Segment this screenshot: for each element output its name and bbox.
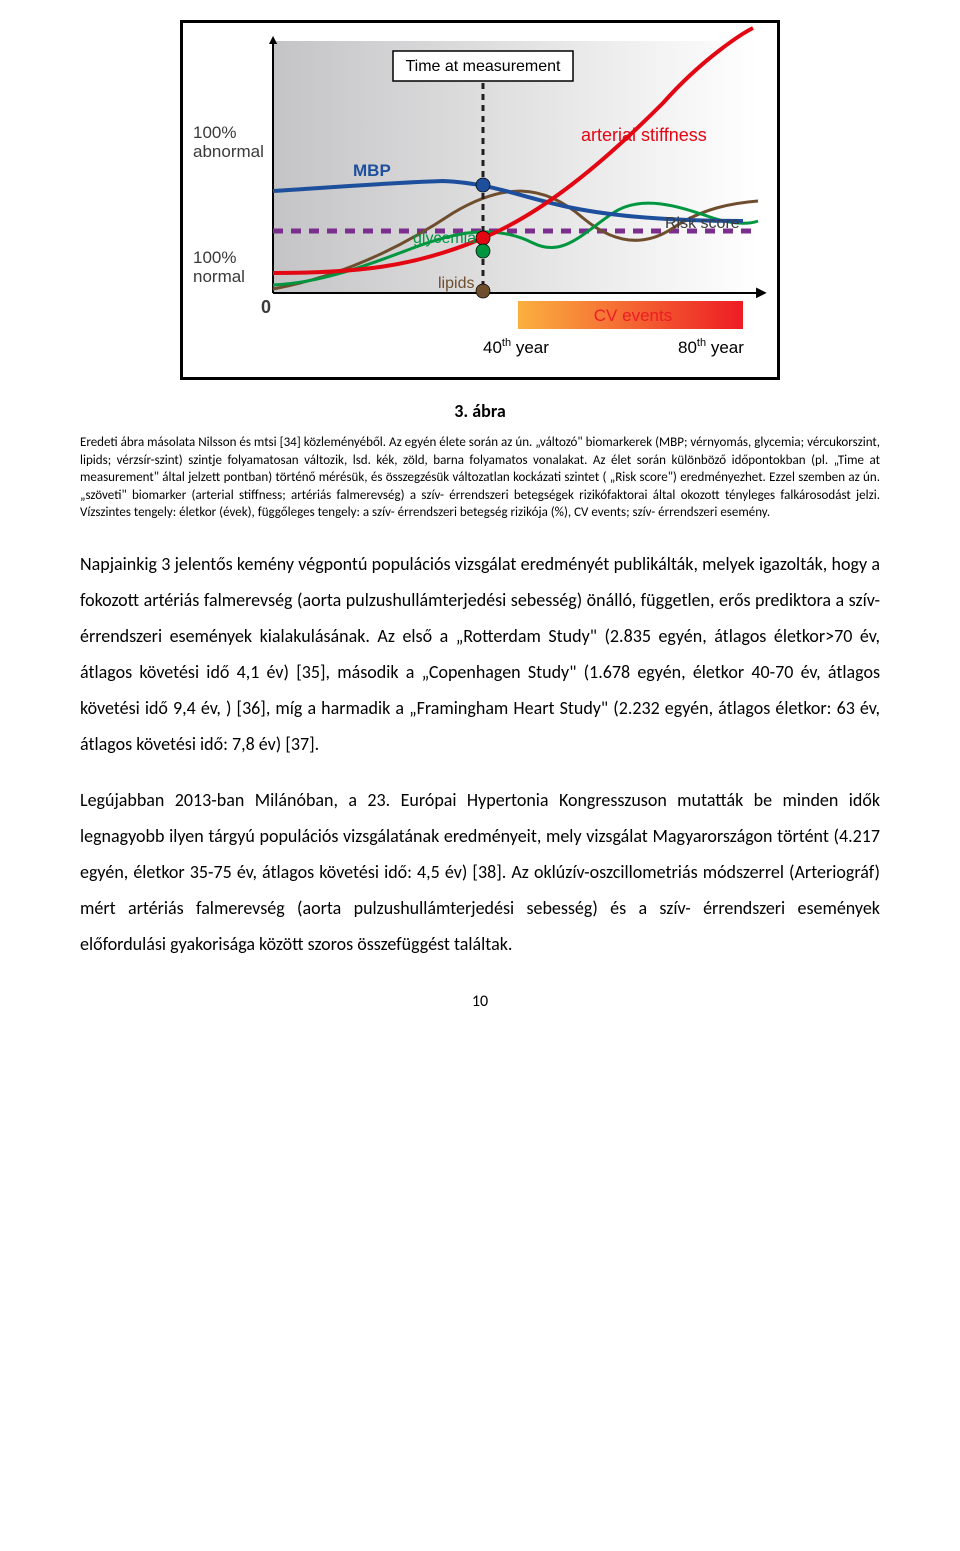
svg-text:100%: 100%: [193, 123, 236, 142]
svg-text:100%: 100%: [193, 248, 236, 267]
svg-text:CV events: CV events: [594, 306, 672, 325]
svg-text:0: 0: [261, 297, 271, 317]
paragraph-1: Napjainkig 3 jelentős kemény végpontú po…: [80, 546, 880, 762]
svg-text:▲: ▲: [266, 31, 280, 48]
figure-diagram: ▲ ▶ Time at measurement CV events 100% a…: [180, 20, 780, 380]
svg-text:▶: ▶: [756, 283, 767, 300]
paragraph-2: Legújabban 2013-ban Milánóban, a 23. Eur…: [80, 782, 880, 962]
figure-caption: Eredeti ábra másolata Nilsson és mtsi [3…: [80, 434, 880, 522]
svg-text:Time at measurement: Time at measurement: [405, 58, 561, 75]
svg-text:abnormal: abnormal: [193, 142, 264, 161]
svg-text:lipids: lipids: [438, 275, 474, 292]
svg-text:glycemia: glycemia: [413, 230, 476, 247]
figure-title: 3. ábra: [80, 400, 880, 422]
svg-text:40th year: 40th year: [483, 337, 549, 357]
svg-text:MBP: MBP: [353, 161, 391, 180]
page-number: 10: [80, 992, 880, 1011]
svg-text:arterial stiffness: arterial stiffness: [581, 125, 707, 145]
svg-text:80th year: 80th year: [678, 337, 744, 357]
svg-text:Risk score: Risk score: [665, 215, 740, 232]
svg-text:normal: normal: [193, 267, 245, 286]
